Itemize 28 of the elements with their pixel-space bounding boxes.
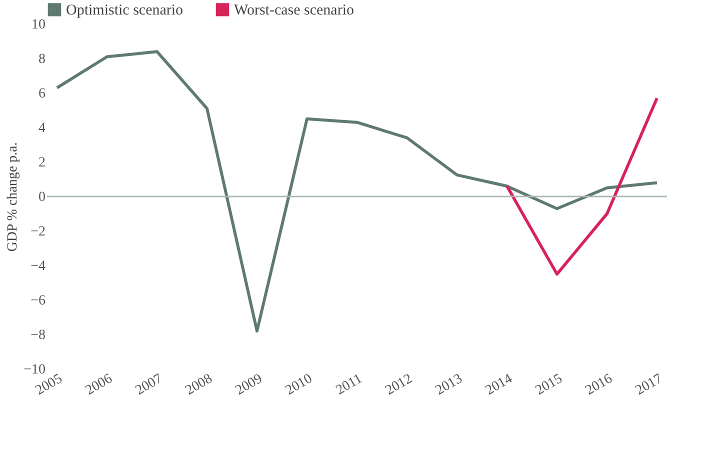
x-tick-label: 2015 bbox=[533, 372, 565, 398]
x-tick-label: 2014 bbox=[483, 372, 515, 398]
x-tick-label: 2009 bbox=[233, 372, 265, 398]
legend-label: Optimistic scenario bbox=[66, 2, 184, 19]
line-series bbox=[506, 96, 658, 276]
y-tick-label: 6 bbox=[38, 86, 46, 102]
y-tick-label: 10 bbox=[32, 18, 46, 32]
y-tick-label: −6 bbox=[30, 294, 46, 308]
y-tick-label: 4 bbox=[38, 121, 46, 136]
y-tick-label: −2 bbox=[30, 224, 46, 240]
x-tick-label: 2013 bbox=[433, 372, 465, 398]
x-tick-label: 2011 bbox=[334, 372, 365, 398]
y-tick-label: 2 bbox=[38, 156, 46, 170]
y-tick-label: 0 bbox=[38, 190, 46, 205]
x-tick-label: 2012 bbox=[383, 372, 415, 398]
x-tick-label: 2010 bbox=[283, 372, 315, 398]
x-tick-label: 2016 bbox=[583, 372, 615, 398]
x-tick-label: 2006 bbox=[83, 372, 115, 398]
x-tick-label: 2017 bbox=[633, 372, 665, 398]
x-tick-label: 2008 bbox=[183, 372, 215, 398]
x-tick-label: 2007 bbox=[133, 372, 165, 398]
y-axis-title: GDP % change p.a. bbox=[6, 142, 21, 252]
y-tick-label: −10 bbox=[24, 362, 46, 378]
line-series bbox=[56, 50, 658, 333]
y-tick-label: −8 bbox=[30, 328, 46, 343]
legend-label: Worst-case scenario bbox=[234, 2, 354, 19]
y-tick-label: −4 bbox=[30, 259, 46, 274]
y-tick-label: 8 bbox=[38, 52, 46, 67]
